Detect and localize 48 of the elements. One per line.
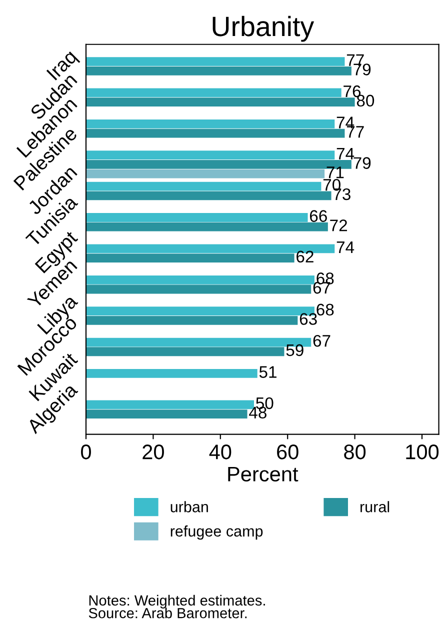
bar (86, 182, 322, 191)
chart-title: Urbanity (212, 16, 314, 42)
x-tick-label: 80 (344, 444, 366, 460)
data-label: 68 (316, 304, 334, 316)
x-tick-label: 0 (81, 444, 91, 460)
data-label: 62 (296, 250, 314, 263)
data-label: 51 (259, 366, 276, 378)
data-label: 74 (336, 148, 354, 160)
bar (86, 316, 298, 325)
x-tick-label: 60 (277, 444, 298, 460)
data-label: 74 (336, 116, 354, 128)
bar (86, 57, 345, 66)
bar (86, 191, 332, 200)
bar (86, 128, 345, 138)
data-label: 63 (300, 313, 317, 325)
x-tick-label: 20 (142, 444, 164, 460)
bar (86, 410, 248, 418)
bar (86, 119, 335, 128)
bar (86, 66, 352, 76)
x-axis-title: Percent (228, 466, 298, 482)
data-label: 77 (346, 126, 364, 138)
data-label: 59 (286, 344, 304, 356)
data-label: 79 (354, 157, 371, 169)
data-label: 72 (330, 220, 348, 232)
bar (86, 169, 325, 178)
bar (86, 213, 308, 222)
x-tick-label: 100 (406, 444, 439, 460)
legend-label: refugee camp (170, 525, 263, 540)
source-note: Source: Arab Barometer. (88, 608, 247, 618)
data-label: 71 (326, 166, 344, 178)
bar (86, 369, 258, 378)
bar (86, 275, 314, 284)
data-label: 67 (313, 334, 330, 347)
data-label: 77 (346, 54, 364, 66)
data-label: 66 (310, 210, 327, 222)
legend-label: urban (170, 501, 208, 512)
data-label: 74 (336, 242, 354, 254)
bar (86, 254, 294, 262)
data-label: 79 (354, 64, 371, 76)
legend-label: rural (360, 501, 390, 512)
text: Notes: Weighted estimates. (89, 594, 265, 608)
bar (86, 222, 328, 232)
bar (86, 347, 284, 356)
bar (86, 150, 335, 160)
x-tick-label: 40 (209, 444, 232, 460)
bar (86, 284, 312, 294)
bar (86, 98, 355, 107)
bar (86, 88, 342, 98)
